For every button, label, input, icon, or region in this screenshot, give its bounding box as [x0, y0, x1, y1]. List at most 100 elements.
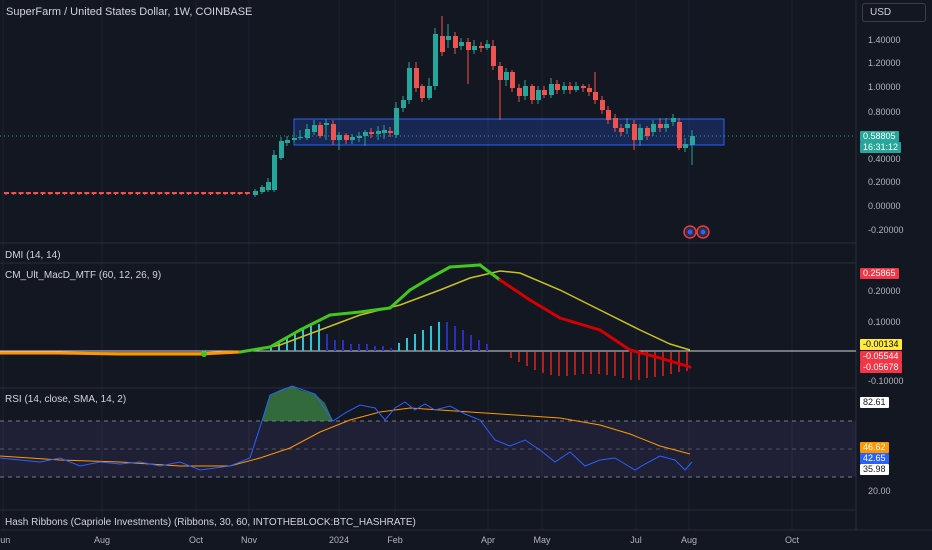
- candle-body: [690, 136, 695, 145]
- macd-histogram-bar: [518, 352, 520, 362]
- candle-body: [638, 128, 643, 140]
- candle-body: [260, 187, 265, 192]
- candle-body: [677, 122, 682, 148]
- rsi-title[interactable]: RSI (14, close, SMA, 14, 2): [5, 394, 127, 405]
- candle-body: [171, 192, 177, 194]
- candle-body: [600, 100, 605, 110]
- symbol-title[interactable]: SuperFarm / United States Dollar, 1W, CO…: [6, 6, 253, 18]
- macd-line-segment: [478, 263, 502, 282]
- candle-body: [363, 132, 368, 136]
- macd-histogram-bar: [302, 329, 304, 351]
- macd-histogram-bar: [454, 326, 456, 351]
- macd-histogram-bar: [614, 352, 616, 376]
- macd-histogram-bar: [686, 352, 688, 371]
- macd-histogram-bar: [638, 352, 640, 380]
- macd-line-segment: [408, 276, 432, 292]
- macd-histogram-bar: [478, 340, 480, 351]
- macd-histogram-bar: [654, 352, 656, 377]
- currency-button[interactable]: USD: [862, 3, 926, 22]
- time-tick-label: Oct: [189, 535, 204, 545]
- candle-body: [253, 191, 258, 195]
- macd-histogram-bar: [390, 348, 392, 351]
- candle-body: [401, 100, 406, 108]
- candle-body: [292, 138, 297, 140]
- macd-axis[interactable]: 0.20000 0.10000 -0.10000: [868, 286, 904, 386]
- grid-lines: [2, 0, 793, 530]
- macd-histogram-bar: [446, 322, 448, 351]
- macd-histogram-bar: [414, 334, 416, 351]
- candle-body: [40, 192, 46, 194]
- hash-ribbons-title[interactable]: Hash Ribbons (Capriole Investments) (Rib…: [5, 517, 416, 528]
- candle-body: [150, 192, 155, 194]
- candle-body: [142, 192, 148, 194]
- candle-body: [350, 137, 355, 140]
- candle-body: [223, 192, 228, 194]
- macd-histogram-bar: [574, 352, 576, 375]
- event-markers[interactable]: [683, 225, 710, 239]
- macd-line-segment: [328, 310, 362, 317]
- candle-body: [593, 92, 598, 100]
- candle-body: [498, 66, 503, 80]
- macd-histogram-bar: [358, 344, 360, 351]
- candle-body: [658, 124, 663, 128]
- macd-histogram-bar: [294, 333, 296, 351]
- macd-histogram-bar: [310, 326, 312, 351]
- price-tick-label: 1.40000: [868, 35, 901, 45]
- macd-histogram-bar: [278, 343, 280, 351]
- candle-body: [106, 192, 112, 194]
- time-tick-label: Nov: [241, 535, 258, 545]
- macd-title[interactable]: CM_Ult_MacD_MTF (60, 12, 26, 9): [5, 270, 162, 281]
- candle-body: [453, 36, 458, 48]
- candle-body: [120, 192, 126, 194]
- candle-body: [285, 140, 290, 143]
- macd-histogram-bar: [270, 347, 272, 351]
- macd-histogram-bar: [486, 344, 488, 351]
- candle-body: [344, 135, 349, 140]
- candle-body: [394, 108, 399, 135]
- candle-body: [549, 84, 554, 95]
- macd-line-segment: [528, 298, 562, 320]
- macd-line-segment: [268, 328, 302, 349]
- macd-histogram: [270, 322, 688, 380]
- macd-histogram-bar: [678, 352, 680, 372]
- rsi-value-tag: 42.65: [860, 453, 889, 464]
- time-tick-label: 2024: [329, 535, 349, 545]
- macd-tick-label: -0.10000: [868, 376, 904, 386]
- macd-histogram-bar: [398, 343, 400, 351]
- candle-body: [128, 192, 134, 194]
- candle-body: [427, 86, 432, 98]
- candle-body: [587, 88, 592, 92]
- candle-body: [530, 86, 535, 100]
- time-tick-label: Jun: [0, 535, 10, 545]
- dmi-title[interactable]: DMI (14, 14): [5, 250, 61, 261]
- macd-histogram-bar: [622, 352, 624, 378]
- macd-histogram-tag: -0.05544: [860, 351, 902, 362]
- candle-body: [536, 90, 541, 100]
- candle-body: [11, 192, 17, 194]
- candle-body: [517, 88, 522, 96]
- candle-body: [4, 192, 9, 194]
- price-tick-label: 1.20000: [868, 58, 901, 68]
- macd-line-segment: [628, 348, 662, 360]
- macd-histogram-bar: [558, 352, 560, 376]
- price-axis[interactable]: 1.40000 1.20000 1.00000 0.80000 0.40000 0.200…: [868, 35, 904, 235]
- macd-histogram-bar: [670, 352, 672, 374]
- macd-line-tag: -0.05678: [860, 362, 902, 373]
- macd-line-segment: [448, 263, 482, 269]
- candle-body: [193, 192, 199, 194]
- candle-body: [201, 192, 207, 194]
- time-axis[interactable]: Jun Aug Oct Nov 2024 Feb Apr May Jul Aug Oct: [0, 535, 799, 545]
- macd-histogram-bar: [406, 338, 408, 351]
- macd-histogram-bar: [350, 344, 352, 351]
- rsi-axis[interactable]: 20.00: [868, 486, 891, 496]
- macd-histogram-bar: [326, 334, 328, 351]
- rsi-ma-tag: 46.62: [860, 442, 889, 453]
- macd-histogram-bar: [646, 352, 648, 378]
- candle-body: [135, 192, 141, 194]
- rsi-ma-line: [0, 407, 691, 467]
- macd-line-segment: [558, 316, 602, 332]
- candle-body: [208, 192, 214, 194]
- candle-body: [91, 192, 97, 194]
- macd-histogram-bar: [590, 352, 592, 374]
